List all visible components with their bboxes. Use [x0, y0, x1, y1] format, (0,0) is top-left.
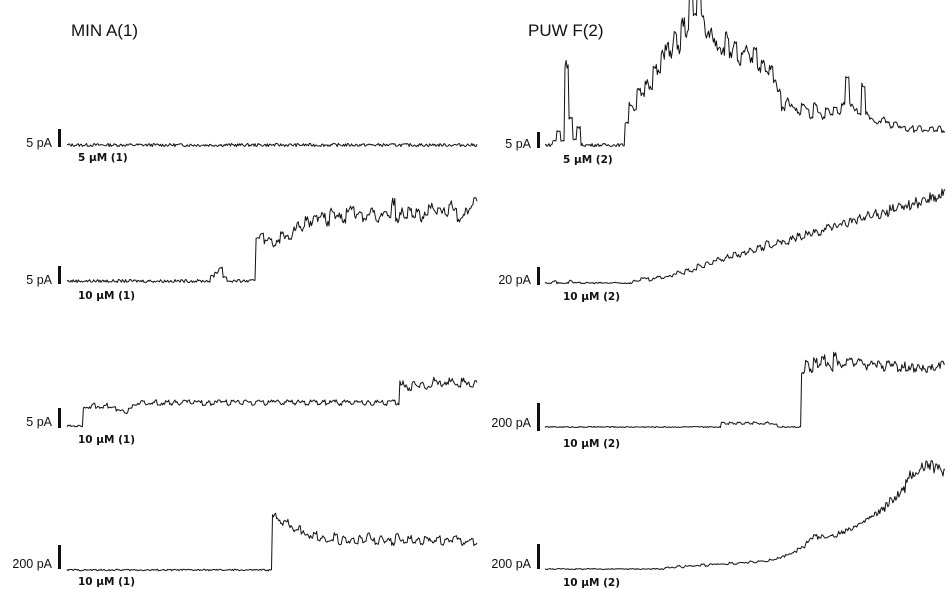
scale-bar [58, 129, 61, 147]
scale-bar [58, 266, 61, 284]
current-trace [66, 142, 478, 148]
scale-bar [537, 544, 540, 569]
trace-panel-6: 200 pA 10 µM (2) [491, 351, 946, 450]
trace-panel-5: 5 pA 10 µM (1) [26, 376, 478, 446]
concentration-label: 5 µM (2) [563, 154, 613, 166]
scale-bar [537, 403, 540, 431]
trace-panel-8: 200 pA 10 µM (2) [491, 460, 946, 589]
column-title-min-a: MIN A(1) [71, 21, 138, 40]
scale-bar [58, 408, 61, 428]
scale-bar-label: 5 pA [505, 137, 531, 151]
concentration-label: 10 µM (1) [78, 434, 135, 446]
scale-bar-label: 5 pA [26, 273, 52, 287]
concentration-label: 10 µM (2) [563, 438, 620, 450]
concentration-label: 10 µM (1) [78, 576, 135, 588]
concentration-label: 10 µM (1) [78, 290, 135, 302]
current-trace [544, 0, 946, 148]
current-trace [66, 512, 478, 572]
current-trace [544, 460, 946, 570]
scale-bar-label: 200 pA [491, 416, 531, 430]
trace-panel-1: 5 pA 5 µM (1) [26, 129, 478, 164]
trace-panel-7: 200 pA 10 µM (1) [12, 512, 478, 588]
current-trace [66, 376, 478, 428]
scale-bar [537, 267, 540, 285]
current-trace [66, 197, 478, 283]
current-trace [544, 188, 946, 285]
scale-bar-label: 200 pA [12, 557, 52, 571]
scale-bar-label: 5 pA [26, 136, 52, 150]
panel-group: MIN A(1) PUW F(2) 5 pA 5 µM (1) 5 pA 5 µM (2)… [12, 0, 946, 589]
scale-bar [58, 545, 61, 569]
concentration-label: 10 µM (2) [563, 291, 620, 303]
scale-bar [537, 132, 540, 148]
trace-panel-4: 20 pA 10 µM (2) [498, 188, 946, 303]
concentration-label: 10 µM (2) [563, 577, 620, 589]
scale-bar-label: 20 pA [498, 273, 531, 287]
trace-panel-3: 5 pA 10 µM (1) [26, 197, 478, 302]
trace-panel-2: 5 pA 5 µM (2) [505, 0, 946, 166]
concentration-label: 5 µM (1) [78, 152, 128, 164]
scale-bar-label: 200 pA [491, 557, 531, 571]
scale-bar-label: 5 pA [26, 415, 52, 429]
column-title-puw-f: PUW F(2) [528, 21, 604, 40]
current-trace [544, 351, 946, 428]
